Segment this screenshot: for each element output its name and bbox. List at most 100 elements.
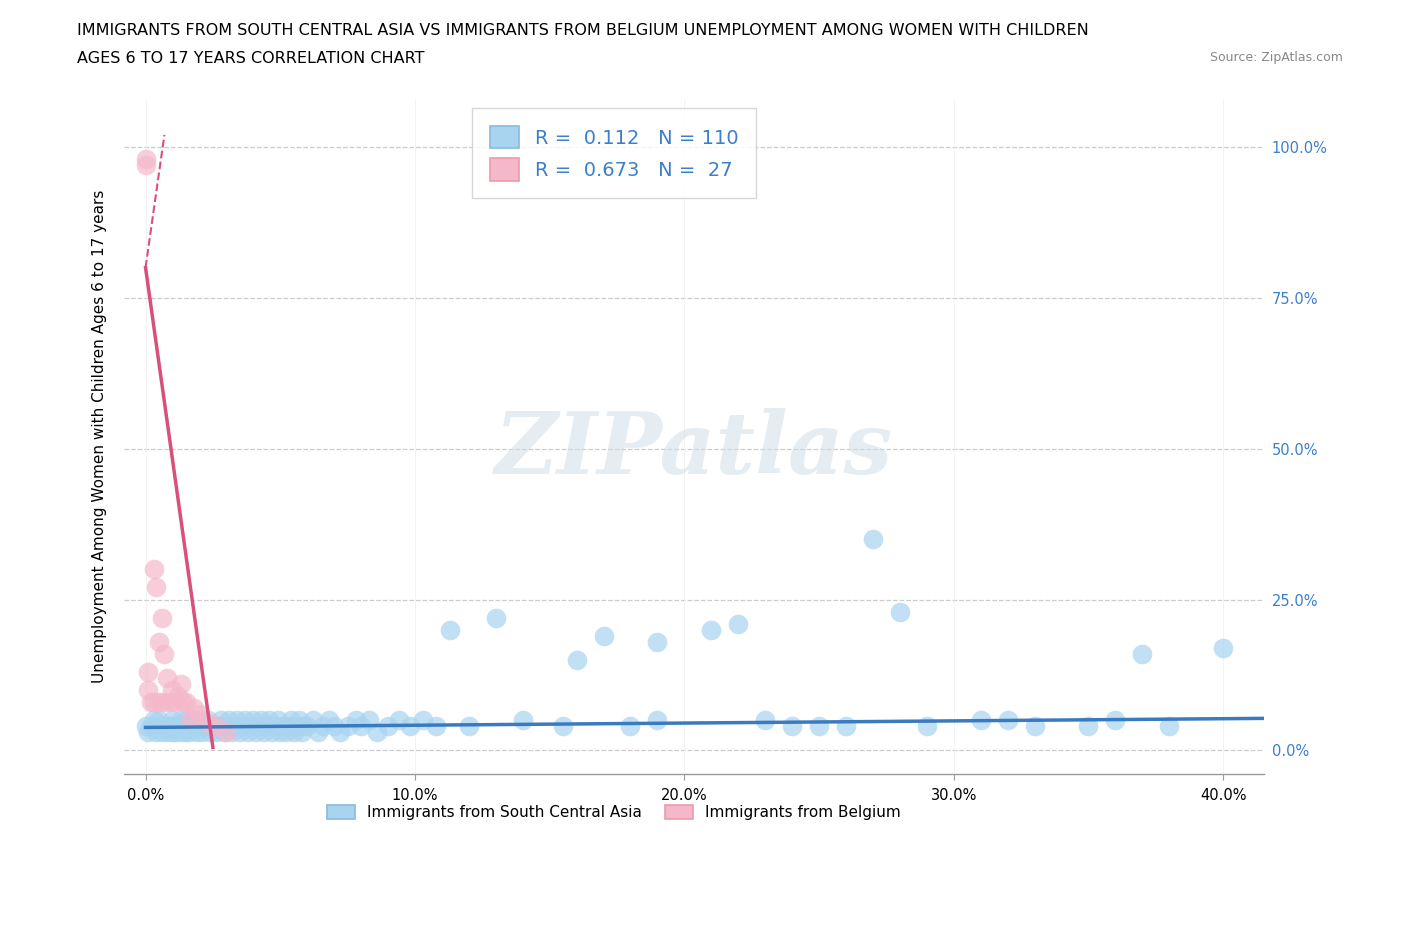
Point: [177, 724, 200, 739]
Point: [162, 719, 184, 734]
Point: [889, 604, 911, 619]
Point: [148, 719, 170, 734]
Point: [1104, 712, 1126, 727]
Point: [253, 724, 276, 739]
Point: [150, 724, 173, 739]
Point: [1024, 719, 1046, 734]
Point: [162, 683, 184, 698]
Point: [388, 712, 411, 727]
Point: [145, 724, 167, 739]
Point: [1077, 719, 1099, 734]
Point: [180, 712, 202, 727]
Point: [512, 712, 534, 727]
Point: [700, 622, 723, 637]
Point: [142, 712, 165, 727]
Text: AGES 6 TO 17 YEARS CORRELATION CHART: AGES 6 TO 17 YEARS CORRELATION CHART: [77, 51, 425, 66]
Point: [350, 719, 373, 734]
Point: [239, 719, 262, 734]
Point: [167, 688, 190, 703]
Point: [295, 719, 318, 734]
Point: [186, 724, 208, 739]
Point: [366, 724, 388, 739]
Point: [136, 664, 159, 679]
Point: [162, 724, 184, 739]
Point: [263, 719, 285, 734]
Point: [553, 719, 575, 734]
Point: [188, 707, 211, 722]
Point: [142, 562, 165, 577]
Point: [174, 695, 197, 710]
Point: [266, 712, 288, 727]
Point: [233, 712, 256, 727]
Point: [167, 719, 190, 734]
Point: [280, 712, 302, 727]
Point: [215, 719, 238, 734]
Point: [218, 712, 240, 727]
Point: [323, 719, 346, 734]
Point: [242, 712, 264, 727]
Point: [262, 724, 284, 739]
Point: [318, 712, 340, 727]
Point: [271, 719, 294, 734]
Point: [212, 724, 235, 739]
Point: [153, 719, 176, 734]
Point: [183, 700, 205, 715]
Point: [269, 724, 291, 739]
Point: [754, 712, 776, 727]
Point: [835, 719, 858, 734]
Point: [647, 634, 669, 649]
Point: [1212, 641, 1234, 656]
Point: [307, 724, 329, 739]
Point: [174, 724, 197, 739]
Point: [398, 719, 420, 734]
Point: [915, 719, 938, 734]
Point: [153, 646, 176, 661]
Point: [1130, 646, 1153, 661]
Point: [997, 712, 1019, 727]
Point: [156, 671, 179, 685]
Point: [285, 719, 308, 734]
Point: [188, 712, 211, 727]
Point: [312, 719, 335, 734]
Point: [224, 719, 246, 734]
Text: Source: ZipAtlas.com: Source: ZipAtlas.com: [1209, 51, 1343, 64]
Point: [183, 712, 205, 727]
Point: [142, 695, 165, 710]
Point: [328, 724, 350, 739]
Point: [619, 719, 641, 734]
Point: [221, 724, 243, 739]
Point: [294, 719, 316, 734]
Point: [425, 719, 447, 734]
Point: [647, 712, 669, 727]
Point: [148, 712, 170, 727]
Point: [145, 580, 167, 595]
Point: [808, 719, 831, 734]
Point: [277, 719, 299, 734]
Point: [135, 157, 157, 172]
Point: [301, 712, 323, 727]
Point: [226, 712, 249, 727]
Point: [247, 719, 270, 734]
Point: [194, 719, 217, 734]
Legend: Immigrants from South Central Asia, Immigrants from Belgium: Immigrants from South Central Asia, Immi…: [319, 797, 908, 828]
Point: [485, 610, 508, 625]
Point: [412, 712, 434, 727]
Point: [197, 716, 219, 731]
Point: [236, 724, 259, 739]
Point: [780, 719, 803, 734]
Point: [135, 719, 157, 734]
Point: [291, 724, 314, 739]
Point: [336, 719, 359, 734]
Y-axis label: Unemployment Among Women with Children Ages 6 to 17 years: Unemployment Among Women with Children A…: [93, 190, 107, 684]
Text: ZIPatlas: ZIPatlas: [495, 408, 893, 492]
Point: [200, 724, 222, 739]
Point: [1159, 719, 1181, 734]
Point: [165, 724, 187, 739]
Point: [727, 617, 749, 631]
Point: [245, 724, 267, 739]
Point: [150, 610, 173, 625]
Point: [256, 719, 278, 734]
Point: [169, 724, 191, 739]
Point: [188, 719, 211, 734]
Point: [862, 532, 884, 547]
